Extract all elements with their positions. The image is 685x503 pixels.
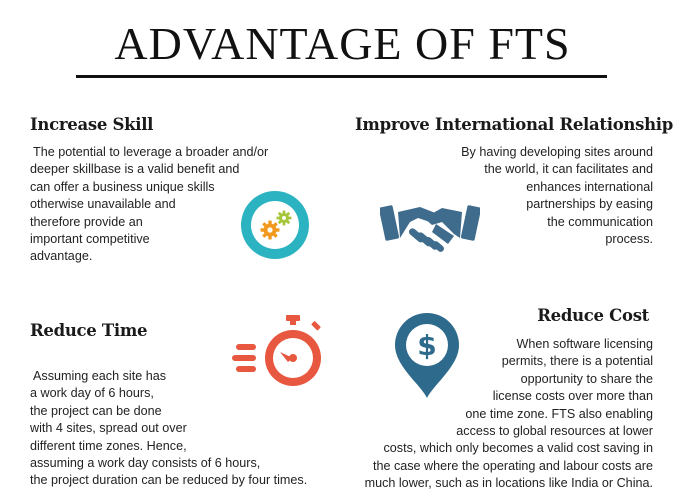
text-line: can offer a business unique skills <box>30 179 215 194</box>
text-line: Assuming each site has <box>33 369 167 383</box>
text-line: a work day of 6 hours, <box>30 386 154 401</box>
text-line: the world, it can facilitates and <box>484 162 653 177</box>
text-line: different time zones. Hence, <box>30 438 187 453</box>
text-line: with 4 sites, spread out over <box>30 421 187 436</box>
text-line: deeper skillbase is a valid benefit and <box>30 162 240 177</box>
text-line: enhances international <box>526 179 653 194</box>
gears-icon <box>240 190 310 260</box>
text-line: the project duration can be reduced by f… <box>30 473 308 488</box>
text-line: therefore provide an <box>30 214 143 229</box>
heading-reduce-cost: Reduce Cost <box>537 306 649 325</box>
heading-improve-international-relationship: Improve International Relationship <box>355 115 674 134</box>
handshake-icon <box>378 198 482 258</box>
text-line: the project can be done <box>30 403 162 418</box>
heading-reduce-time: Reduce Time <box>30 321 148 340</box>
heading-increase-skill: Increase Skill <box>30 115 154 134</box>
text-line: The potential to leverage a broader and/… <box>33 145 269 159</box>
text-line: access to global resources at lower <box>456 424 653 439</box>
text-line: permits, there is a potential <box>501 354 653 369</box>
text-line: advantage. <box>30 249 93 264</box>
page-title: ADVANTAGE OF FTS <box>114 18 571 69</box>
text-improve-international-relationship: By having developing sites around the wo… <box>461 144 653 248</box>
stopwatch-icon <box>232 314 328 390</box>
text-increase-skill: The potential to leverage a broader and/… <box>30 144 268 266</box>
text-line: partnerships by easing <box>526 197 653 212</box>
title-underline <box>76 75 607 78</box>
text-reduce-time: Assuming each site has a work day of 6 h… <box>30 368 307 490</box>
text-line: When software licensing <box>516 337 654 351</box>
text-line: otherwise unavailable and <box>30 197 176 212</box>
text-line: one time zone. FTS also enabling <box>465 406 653 421</box>
text-line: costs, which only becomes a valid cost s… <box>383 441 654 456</box>
dollar-sign: $ <box>417 329 436 362</box>
text-reduce-cost: When software licensing permits, there i… <box>365 336 653 493</box>
text-line: important competitive <box>30 232 150 247</box>
text-line: the communication <box>547 214 653 229</box>
text-line: process. <box>605 232 653 247</box>
text-line: opportunity to share the <box>520 371 653 386</box>
text-line: assuming a work day consists of 6 hours, <box>30 456 261 471</box>
text-line: the case where the operating and labour … <box>372 458 653 473</box>
text-line: license costs over more than <box>492 389 653 404</box>
dollar-pin-icon: $ <box>392 310 462 400</box>
text-line: By having developing sites around <box>461 145 653 159</box>
text-line: much lower, such as in locations like In… <box>364 476 653 491</box>
